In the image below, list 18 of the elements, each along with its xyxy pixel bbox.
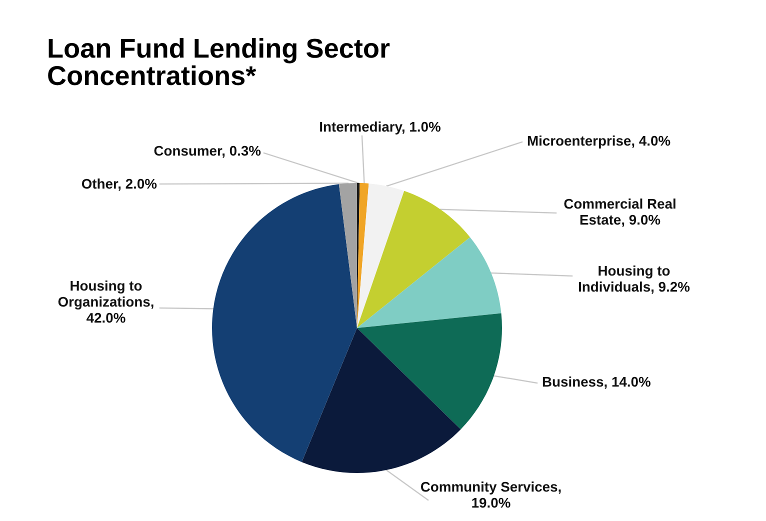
pie-slice	[357, 183, 404, 328]
slice-label: Housing to Individuals, 9.2%	[578, 266, 690, 294]
slice-label: Other, 2.0%	[82, 178, 157, 191]
slice-label: Microenterprise, 4.0%	[528, 136, 670, 148]
pie-slice	[357, 183, 369, 328]
slice-label: Commercial Real Estate, 9.0%	[564, 198, 676, 227]
slice-label: Consumer, 0.3%	[154, 146, 261, 158]
pie-slice	[338, 183, 357, 328]
pie-slice	[212, 184, 357, 462]
slice-label: Intermediary, 1.0%	[320, 122, 440, 134]
slice-label: Housing to Organizations, 42.0%	[58, 280, 154, 323]
pie-slice	[302, 328, 461, 473]
slice-label: Business, 14.0%	[542, 376, 650, 389]
slice-label: Community Services, 19.0%	[420, 482, 561, 508]
pie-slice	[357, 190, 470, 328]
pie-slice	[357, 237, 502, 328]
chart-title: Loan Fund Lending Sector Concentrations*	[48, 38, 390, 86]
pie-slice	[357, 313, 502, 430]
